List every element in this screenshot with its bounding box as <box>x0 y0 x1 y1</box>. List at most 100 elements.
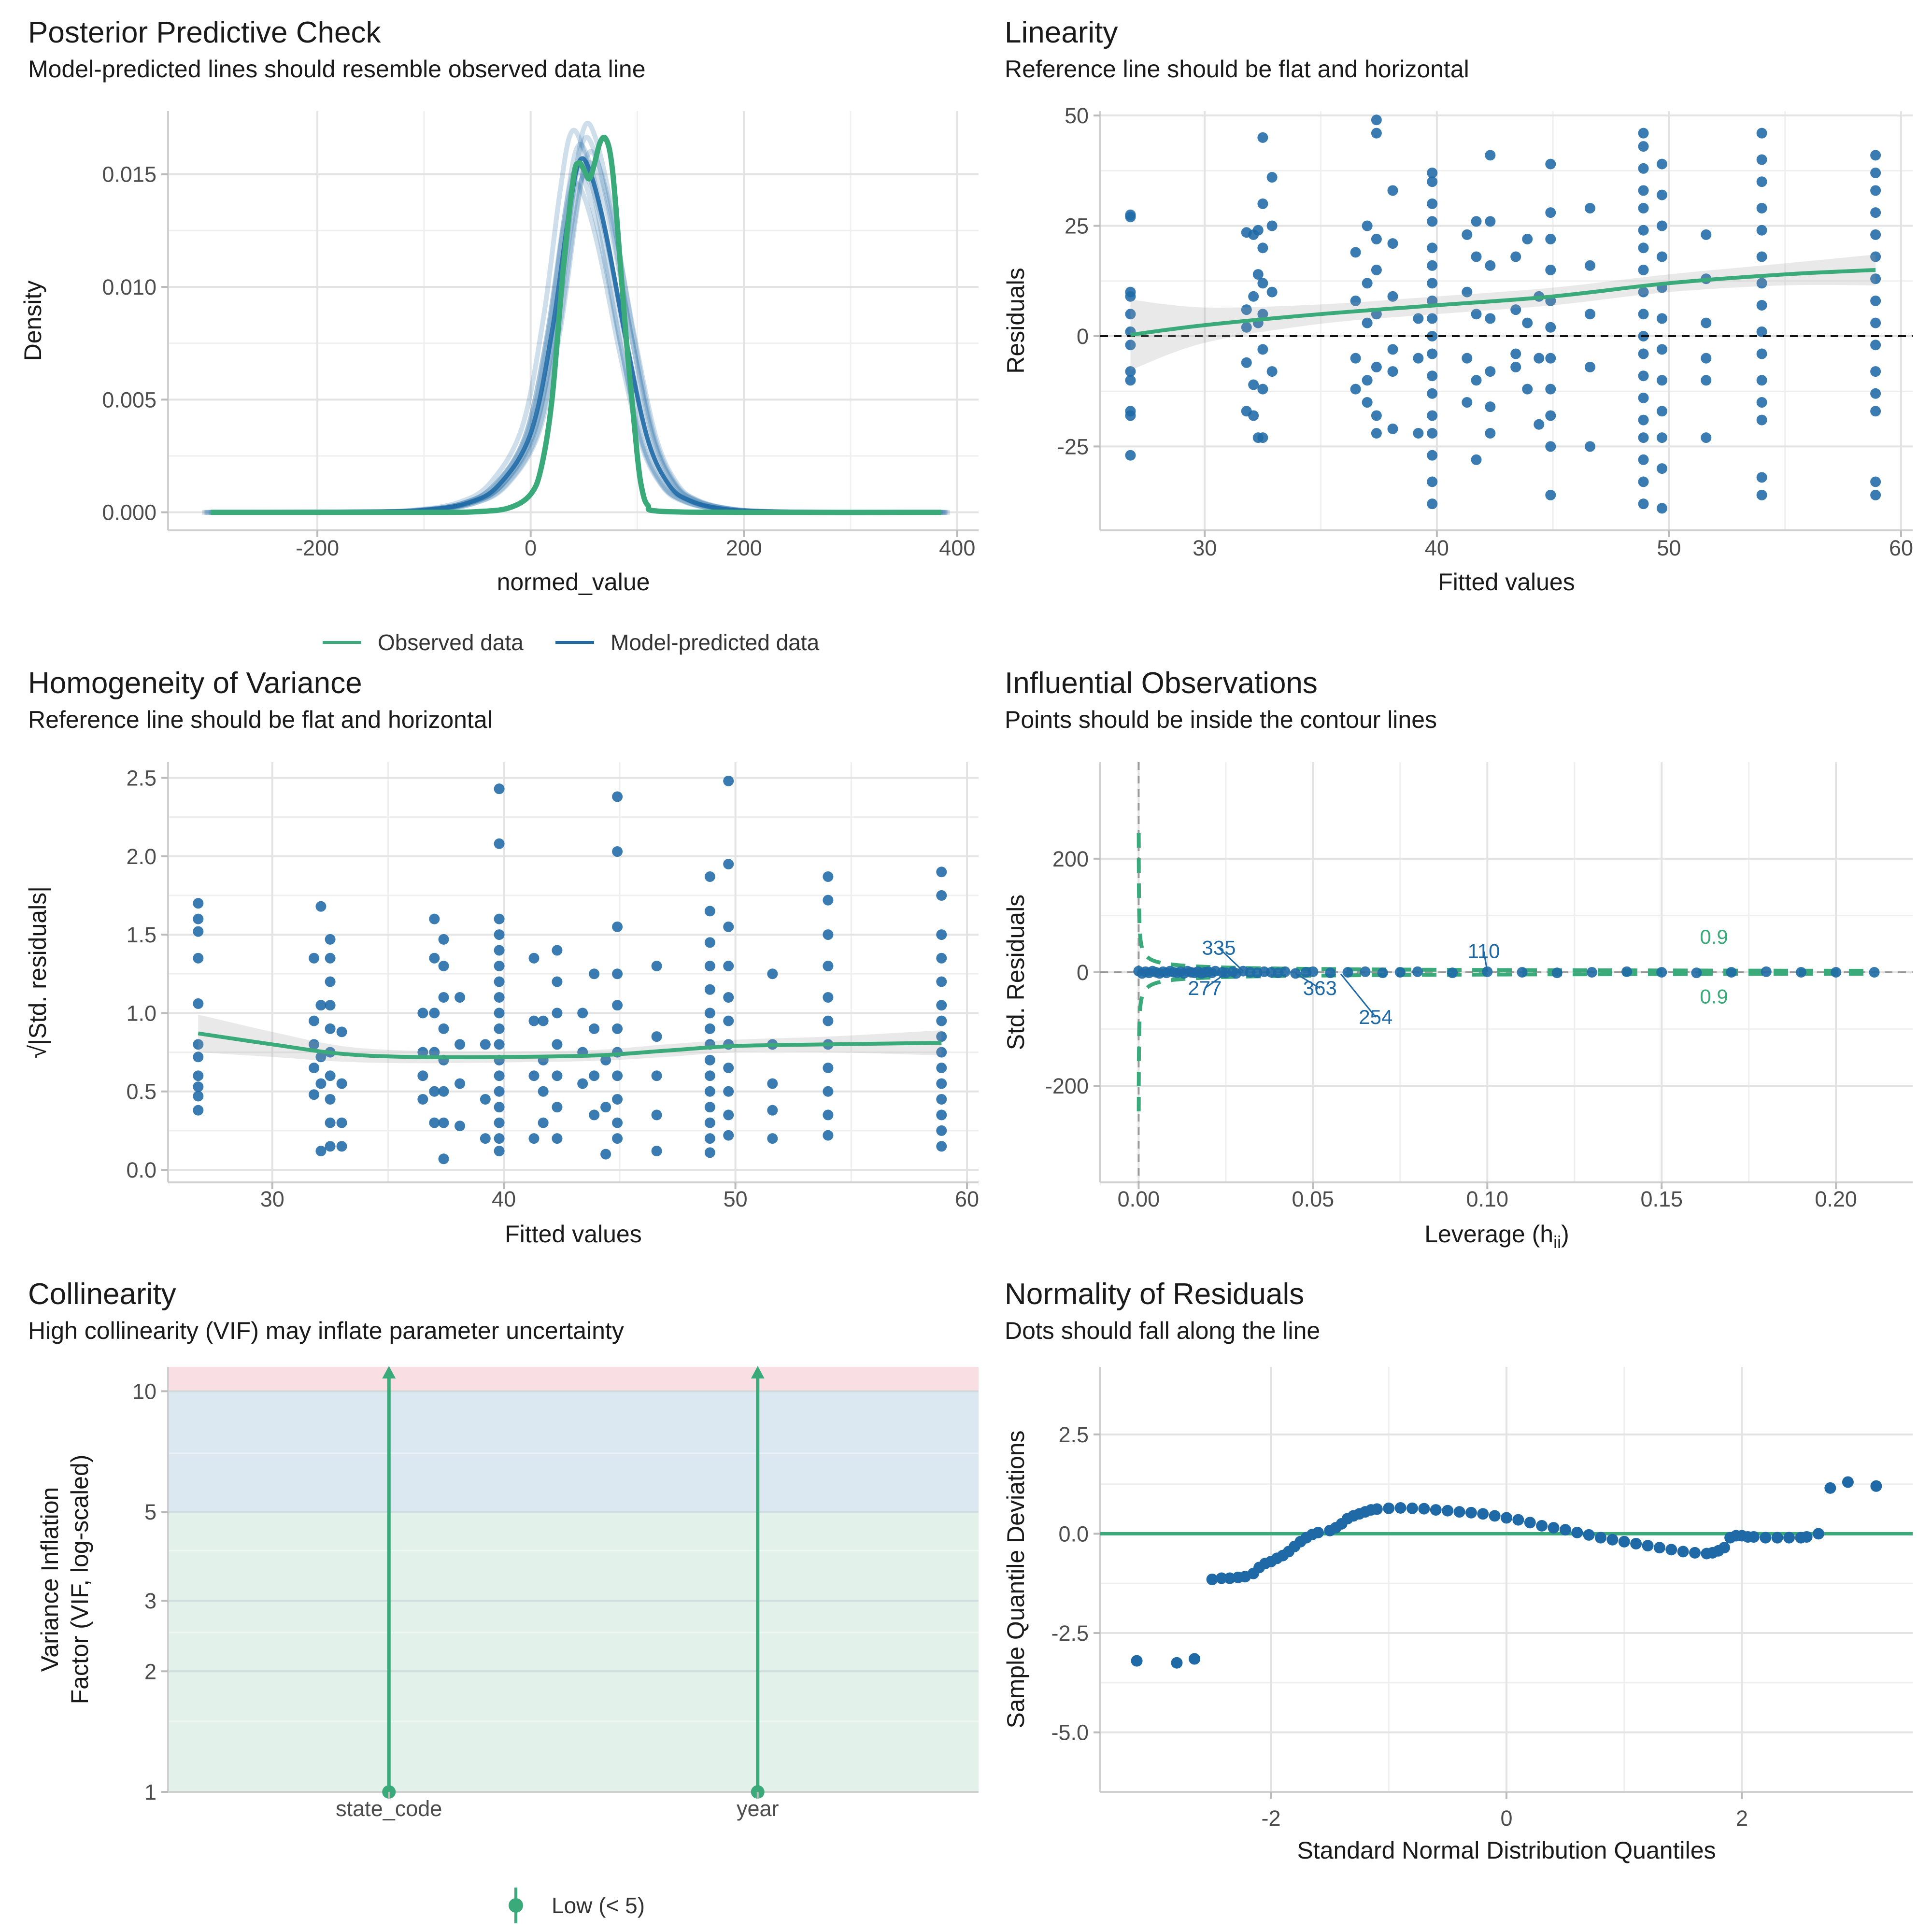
data-point <box>494 1102 505 1113</box>
data-point <box>1571 1526 1583 1538</box>
data-point <box>1638 432 1649 443</box>
data-point <box>438 1023 449 1034</box>
data-point <box>1510 348 1521 359</box>
y-tick-label: 0.010 <box>102 275 156 299</box>
y-tick-label: 10 <box>132 1379 156 1404</box>
x-tick-label: 40 <box>492 1187 516 1211</box>
data-point <box>612 1070 623 1081</box>
x-tick-label: 400 <box>939 536 975 560</box>
data-point <box>193 998 204 1009</box>
data-point <box>600 1102 611 1113</box>
data-point <box>1756 397 1767 408</box>
x-tick-label: year <box>737 1796 779 1821</box>
x-tick-label: 30 <box>260 1187 284 1211</box>
data-point <box>1545 353 1556 364</box>
data-point <box>1585 260 1596 271</box>
data-point <box>936 1109 947 1121</box>
data-point <box>455 1121 466 1132</box>
data-point <box>936 1141 947 1152</box>
data-point <box>1665 1544 1677 1556</box>
data-point <box>1638 225 1649 236</box>
data-point <box>1252 225 1264 236</box>
data-point <box>589 1109 600 1121</box>
data-point <box>552 1102 563 1113</box>
data-point <box>1427 388 1438 399</box>
data-point <box>1501 1512 1512 1524</box>
data-point <box>1216 1572 1228 1584</box>
y-axis-title: Sample Quantile Deviations <box>1002 1431 1029 1729</box>
data-point <box>1485 260 1496 271</box>
data-point <box>1701 317 1712 328</box>
data-point <box>704 1023 715 1034</box>
data-point <box>1656 406 1667 417</box>
data-point <box>1371 264 1382 275</box>
data-point <box>1756 251 1767 262</box>
data-point <box>1427 278 1438 289</box>
data-point <box>723 992 734 1003</box>
data-point <box>651 1070 662 1081</box>
panel-title: Influential Observations <box>1005 667 1318 700</box>
data-point <box>429 913 440 924</box>
x-axis-title: Leverage (hii) <box>1424 1221 1569 1252</box>
data-point <box>600 1054 611 1065</box>
data-point <box>723 859 734 870</box>
data-point <box>193 1105 204 1116</box>
vif-interval-arrow <box>751 1366 765 1378</box>
data-point <box>1870 489 1881 500</box>
y-tick-label: 0 <box>1077 324 1089 349</box>
data-point <box>704 1117 715 1128</box>
data-point <box>1350 353 1361 364</box>
data-point <box>612 1000 623 1011</box>
data-point <box>417 1070 428 1081</box>
y-tick-label: -25 <box>1057 434 1089 459</box>
legend: Low (< 5) <box>509 1888 645 1923</box>
data-point <box>494 929 505 940</box>
data-point <box>1485 313 1496 324</box>
data-point <box>1406 1502 1418 1514</box>
y-tick-label: 2 <box>144 1659 156 1684</box>
predicted-series <box>202 120 950 515</box>
data-point <box>1756 278 1767 289</box>
data-point <box>651 1146 662 1157</box>
data-point <box>1453 1506 1465 1518</box>
data-point <box>1691 967 1702 979</box>
data-point <box>1701 432 1712 443</box>
cooks-contour-line <box>1136 972 1875 1112</box>
data-point <box>417 1047 428 1058</box>
data-point <box>1477 1508 1489 1520</box>
data-point <box>1427 498 1438 510</box>
panel-influential: Influential Observations Points should be… <box>1002 667 1913 1252</box>
data-point <box>1279 966 1291 977</box>
data-point <box>1125 450 1136 461</box>
data-point <box>936 1047 947 1058</box>
data-point <box>1756 326 1767 337</box>
data-point <box>1595 1532 1607 1544</box>
vif-zone-moderate <box>168 1391 979 1512</box>
data-point <box>1471 216 1482 227</box>
data-point <box>494 1133 505 1144</box>
data-point <box>1656 344 1667 355</box>
data-point <box>429 1008 440 1019</box>
data-point <box>309 1089 320 1100</box>
data-point <box>455 992 466 1003</box>
data-point <box>315 901 327 912</box>
y-tick-label: -2.5 <box>1051 1621 1089 1646</box>
data-point <box>1266 172 1278 183</box>
data-point <box>1510 304 1521 315</box>
data-point <box>1642 1540 1654 1552</box>
data-point <box>823 1063 834 1074</box>
data-point <box>1350 247 1361 258</box>
grid <box>168 762 979 1182</box>
data-point <box>1266 286 1278 298</box>
data-point <box>936 1031 947 1042</box>
data-point <box>1266 366 1278 377</box>
data-point <box>1585 309 1596 320</box>
data-point <box>1462 286 1473 298</box>
data-point <box>315 1146 327 1157</box>
smooth-confidence-band <box>1130 254 1876 370</box>
data-point <box>193 1051 204 1063</box>
data-point <box>1559 1524 1571 1536</box>
data-point <box>1485 427 1496 439</box>
data-point <box>193 1091 204 1102</box>
data-point <box>1350 295 1361 306</box>
